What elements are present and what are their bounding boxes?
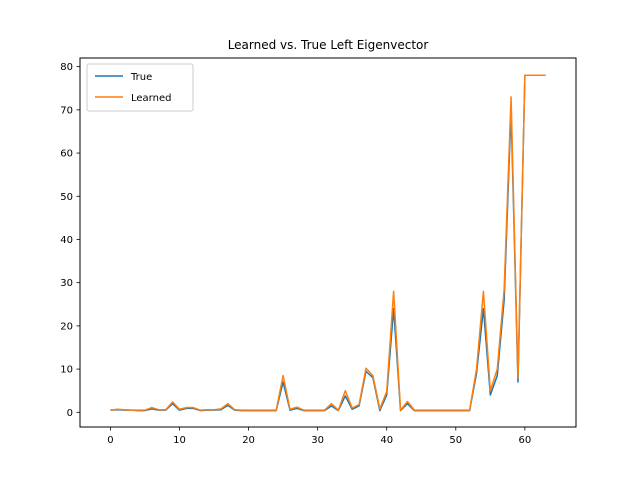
legend-label-learned: Learned xyxy=(131,93,171,104)
y-tick-label: 40 xyxy=(60,235,73,246)
x-tick-label: 10 xyxy=(173,435,186,446)
y-tick-label: 20 xyxy=(60,321,73,332)
plot-frame xyxy=(79,57,577,428)
y-tick-label: 10 xyxy=(60,365,73,376)
x-tick-label: 20 xyxy=(242,435,255,446)
y-tick-label: 50 xyxy=(60,192,73,203)
legend-label-true: True xyxy=(130,72,152,83)
y-tick-label: 80 xyxy=(60,62,73,73)
y-tick-label: 0 xyxy=(67,408,73,419)
y-tick-label: 70 xyxy=(60,105,73,116)
chart-title: Learned vs. True Left Eigenvector xyxy=(228,38,429,52)
x-tick-label: 60 xyxy=(519,435,532,446)
series-layer xyxy=(110,74,546,412)
x-tick-label: 50 xyxy=(449,435,462,446)
y-tick-label: 30 xyxy=(60,278,73,289)
series-line-learned xyxy=(110,74,546,411)
legend: True Learned xyxy=(86,63,194,112)
x-tick-label: 40 xyxy=(380,435,393,446)
y-tick-label: 60 xyxy=(60,149,73,160)
axis-layer: 0 10 20 30 40 50 60 0 10 20 30 40 50 60 70 80 xyxy=(60,62,531,446)
x-tick-label: 30 xyxy=(311,435,324,446)
x-tick-label: 0 xyxy=(107,435,113,446)
